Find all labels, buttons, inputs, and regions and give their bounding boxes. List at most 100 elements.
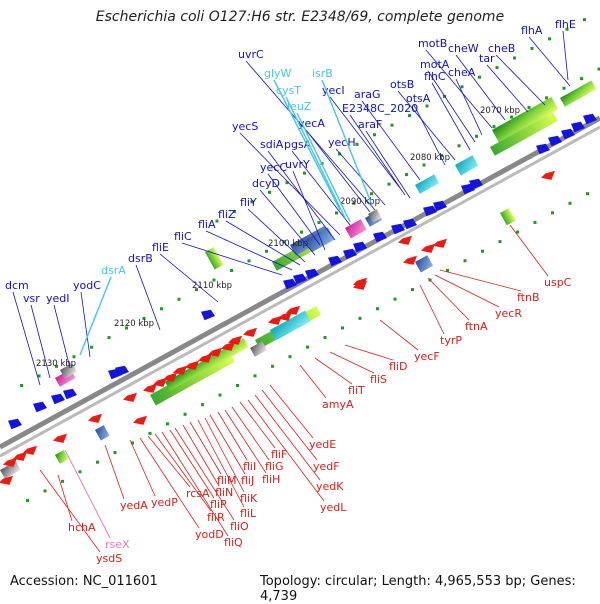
gene-label-flis: fliS	[370, 373, 387, 386]
gene-label-yedi: yedI	[46, 292, 70, 305]
tick-label-2080-kbp: 2080 kbp	[410, 153, 450, 163]
gene-label-tyrp: tyrP	[440, 334, 462, 347]
leader-ftnb	[440, 270, 521, 291]
gc-dot	[528, 106, 531, 109]
leader-dcm	[13, 292, 40, 385]
gc-dot	[236, 384, 239, 387]
gene-label-flir: fliR	[207, 511, 225, 524]
gc-dot	[583, 18, 586, 21]
gene-label-flia: fliA	[198, 218, 216, 231]
tick-label-2110-kbp: 2110 kbp	[192, 281, 232, 291]
gene-label-leuz: leuZ	[287, 100, 312, 113]
gene-label-tar: tar	[479, 52, 495, 65]
gene-label-flio: fliO	[230, 520, 249, 533]
gc-dot	[20, 384, 23, 387]
gc-dot	[534, 221, 537, 224]
gene-label-yodd: yodD	[195, 528, 224, 541]
gc-dot	[160, 307, 163, 310]
gc-dot	[461, 85, 464, 88]
gc-dot	[79, 470, 82, 473]
reverse-gene-arrow	[133, 416, 147, 425]
gc-dot	[268, 191, 271, 194]
gene-label-dcm: dcm	[5, 279, 29, 292]
gene-label-yeci: yecI	[322, 84, 345, 97]
gc-dot	[341, 326, 344, 329]
leader-flij	[210, 415, 245, 474]
cog-block	[455, 155, 478, 175]
gc-dot	[373, 133, 376, 136]
gene-label-dsrb: dsrB	[128, 252, 153, 265]
gc-dot	[73, 355, 76, 358]
gene-label-motb: motB	[418, 37, 447, 50]
leader-chea	[456, 79, 482, 135]
gc-dot	[545, 96, 548, 99]
gene-label-fliz: fliZ	[218, 208, 236, 221]
gc-dot	[481, 250, 484, 253]
gc-dot	[411, 288, 414, 291]
gene-label-flip: fliP	[210, 498, 227, 511]
gene-label-yecf: yecF	[414, 350, 440, 363]
gene-label-layer: flhEflhAcheBtarcheWmotBcheAmotAflhCotsBo…	[5, 18, 576, 565]
gene-label-flhe: flhE	[555, 18, 576, 31]
gene-label-yech: yecH	[328, 136, 356, 149]
gene-label-rcsa: rcsA	[186, 487, 210, 500]
gc-dot	[166, 422, 169, 425]
gene-label-uvry: uvrY	[285, 158, 310, 171]
gc-dot	[219, 394, 222, 397]
gc-dot	[359, 317, 362, 320]
gene-label-araf: araF	[358, 118, 382, 131]
gc-dot	[303, 172, 306, 175]
gene-label-chea: cheA	[448, 66, 476, 79]
gene-label-fliq: fliQ	[224, 536, 243, 549]
gene-label-flil: fliL	[240, 507, 257, 520]
gc-dot	[580, 77, 583, 80]
gc-dot	[178, 298, 181, 301]
gc-dot	[90, 346, 93, 349]
reverse-gene-arrow	[421, 244, 435, 253]
forward-gene-arrow	[8, 419, 22, 430]
gc-dot	[335, 211, 338, 214]
gc-dot	[569, 202, 572, 205]
gc-dot	[499, 240, 502, 243]
gene-label-ysds: ysdS	[96, 552, 122, 565]
gene-label-dsra: dsrA	[101, 264, 126, 277]
reverse-gene-arrow	[88, 414, 102, 423]
gc-dot	[201, 403, 204, 406]
reverse-gene-arrow	[433, 239, 447, 248]
forward-gene-arrow	[201, 310, 215, 321]
gene-label-flii: fliI	[243, 460, 256, 473]
gc-dot	[149, 432, 152, 435]
leader-tyrp	[420, 285, 444, 334]
gene-label-uvrc: uvrC	[238, 48, 264, 61]
gene-label-dcyd: dcyD	[252, 177, 280, 190]
reverse-gene-arrow	[403, 256, 417, 265]
leader-ysds	[40, 470, 100, 552]
gc-dot	[184, 413, 187, 416]
cog-block	[165, 338, 249, 390]
leader-yedp	[130, 440, 155, 496]
forward-gene-arrow	[63, 389, 77, 400]
gc-dot	[289, 355, 292, 358]
gene-label-e2348c-2020: E2348C_2020	[342, 102, 418, 115]
gc-dot	[265, 250, 268, 253]
gc-dot	[108, 336, 111, 339]
gene-label-yecc: yecC	[260, 161, 287, 174]
tick-label-2120-kbp: 2120 kbp	[114, 319, 154, 329]
gc-dot	[458, 144, 461, 147]
gene-label-flha: flhA	[521, 24, 543, 37]
gc-dot	[548, 37, 551, 40]
tick-label-2090-kbp: 2090 kbp	[340, 197, 380, 207]
gene-label-yeda: yedA	[120, 499, 148, 512]
gene-label-flie: fliE	[152, 241, 169, 254]
gene-label-yodc: yodC	[73, 279, 101, 292]
cog-block	[415, 255, 433, 272]
reverse-gene-arrow	[541, 171, 555, 180]
gc-dot	[388, 183, 391, 186]
gc-dot	[26, 499, 29, 502]
leader-flim	[190, 422, 221, 474]
gc-dot	[306, 346, 309, 349]
gc-dot	[96, 461, 99, 464]
gene-label-fliy: fliY	[240, 196, 257, 209]
forward-gene-arrow	[33, 402, 47, 413]
gc-dot	[531, 47, 534, 50]
